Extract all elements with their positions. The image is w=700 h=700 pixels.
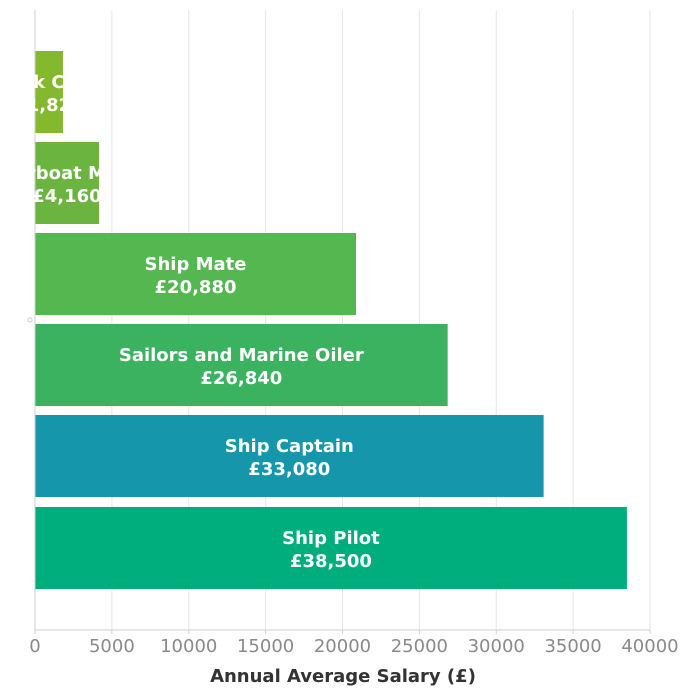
x-tick-label: 40000: [621, 636, 678, 657]
x-tick-label: 20000: [314, 636, 371, 657]
bar-category-label: Ship Pilot: [282, 528, 380, 549]
bar-category-label: Bank Chief: [0, 72, 104, 93]
bar: [35, 507, 627, 589]
axes: 0 5000 10000 15000 20000 25000 30000 35000 40000…: [27, 10, 679, 687]
y-axis-marker: [27, 317, 33, 323]
bar-labels: Bank Chief£1,820 Motorboat Master£4,160 Sh…: [0, 72, 380, 572]
x-tick-label: 25000: [391, 636, 448, 657]
bar: [35, 233, 357, 315]
bars: [35, 51, 627, 589]
bar-value-label: £20,880: [155, 277, 237, 298]
bar-value-label: £1,820: [14, 95, 83, 116]
bar-category-label: Ship Captain: [225, 436, 354, 457]
x-tick-label: 5000: [89, 636, 135, 657]
bar-category-label: Sailors and Marine Oiler: [119, 345, 364, 366]
x-tick-label: 30000: [468, 636, 525, 657]
bar-value-label: £33,080: [248, 459, 330, 480]
grid-lines: [111, 10, 651, 630]
bar: [35, 415, 544, 497]
bar: [35, 324, 448, 406]
x-tick-label: 0: [29, 636, 40, 657]
x-axis-title: Annual Average Salary (£): [210, 666, 476, 687]
bar-value-label: £38,500: [290, 551, 372, 572]
bar-value-label: £26,840: [200, 368, 282, 389]
bar-category-label: Ship Mate: [145, 254, 247, 275]
bar: [35, 51, 63, 133]
bar-value-label: £4,160: [32, 186, 101, 207]
x-tick-label: 10000: [160, 636, 217, 657]
x-tick-label: 15000: [237, 636, 294, 657]
bar-category-label: Motorboat Master: [0, 163, 159, 184]
bar: [35, 142, 99, 224]
x-tick-label: 35000: [544, 636, 601, 657]
